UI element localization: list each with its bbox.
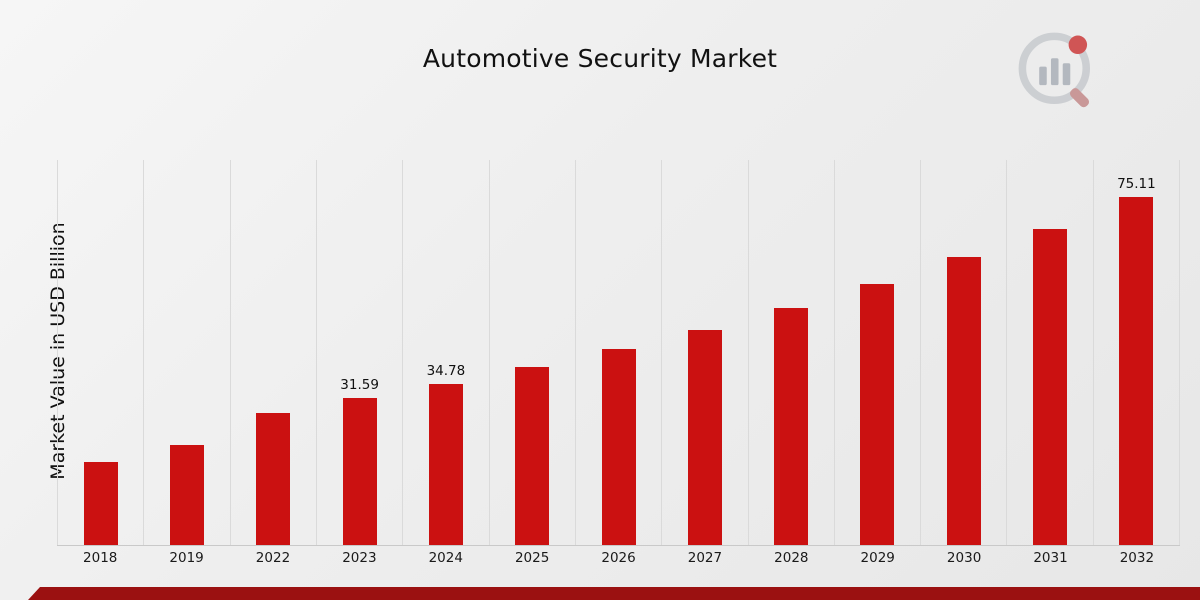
x-tick-2018: 2018 bbox=[83, 550, 118, 566]
bar-2027 bbox=[687, 330, 722, 545]
chart-column-2026 bbox=[574, 160, 661, 545]
x-tick-2029: 2029 bbox=[860, 550, 895, 566]
x-tick-2019: 2019 bbox=[169, 550, 204, 566]
x-tick-2026: 2026 bbox=[601, 550, 636, 566]
bar-2029 bbox=[860, 284, 895, 545]
bar-chart-plot-area: 31.59 34.78 75.11 bbox=[57, 160, 1181, 546]
chart-column-2028 bbox=[747, 160, 834, 545]
bar-value-label-2032: 75.11 bbox=[1117, 176, 1156, 192]
x-tick-2025: 2025 bbox=[514, 550, 550, 566]
x-tick-2024: 2024 bbox=[428, 550, 463, 566]
bar-2023 bbox=[342, 398, 377, 545]
bar-value-label-2024: 34.78 bbox=[426, 363, 466, 379]
chart-column-2018 bbox=[57, 160, 143, 545]
bar-2026 bbox=[601, 349, 636, 545]
chart-column-2023: 31.59 bbox=[315, 160, 402, 545]
x-tick-2022: 2022 bbox=[255, 550, 291, 566]
bar-2019 bbox=[169, 445, 204, 545]
chart-column-2029 bbox=[833, 160, 920, 545]
x-axis-tick-labels: 2018 2019 2022 2023 2024 2025 2026 2027 2028 2029… bbox=[57, 550, 1180, 566]
bar-2031 bbox=[1033, 229, 1068, 545]
chart-column-2019 bbox=[143, 160, 229, 545]
chart-column-2025 bbox=[488, 160, 575, 545]
x-tick-2030: 2030 bbox=[946, 550, 982, 566]
chart-column-2030 bbox=[920, 160, 1006, 545]
bar-2032 bbox=[1119, 197, 1154, 545]
chart-column-2022 bbox=[229, 160, 316, 545]
page-title: Automotive Security Market bbox=[422, 44, 778, 73]
chart-column-2031 bbox=[1006, 160, 1092, 545]
x-tick-2023: 2023 bbox=[342, 550, 377, 566]
bar-2028 bbox=[774, 308, 809, 545]
brand-logo-icon bbox=[1018, 32, 1091, 108]
x-tick-2032: 2032 bbox=[1119, 550, 1155, 566]
x-tick-2027: 2027 bbox=[687, 550, 723, 566]
chart-column-2024: 34.78 bbox=[402, 160, 488, 545]
chart-column-2027 bbox=[661, 160, 747, 545]
bar-2025 bbox=[515, 367, 550, 545]
x-tick-2031: 2031 bbox=[1033, 550, 1068, 566]
bar-2018 bbox=[83, 462, 118, 545]
bar-value-label-2023: 31.59 bbox=[340, 377, 379, 393]
bottom-accent-band bbox=[28, 587, 1200, 600]
bar-2030 bbox=[946, 257, 981, 545]
bar-2024 bbox=[428, 384, 463, 545]
chart-column-2032: 75.11 bbox=[1092, 160, 1181, 545]
bar-2022 bbox=[256, 413, 291, 545]
x-tick-2028: 2028 bbox=[774, 550, 809, 566]
